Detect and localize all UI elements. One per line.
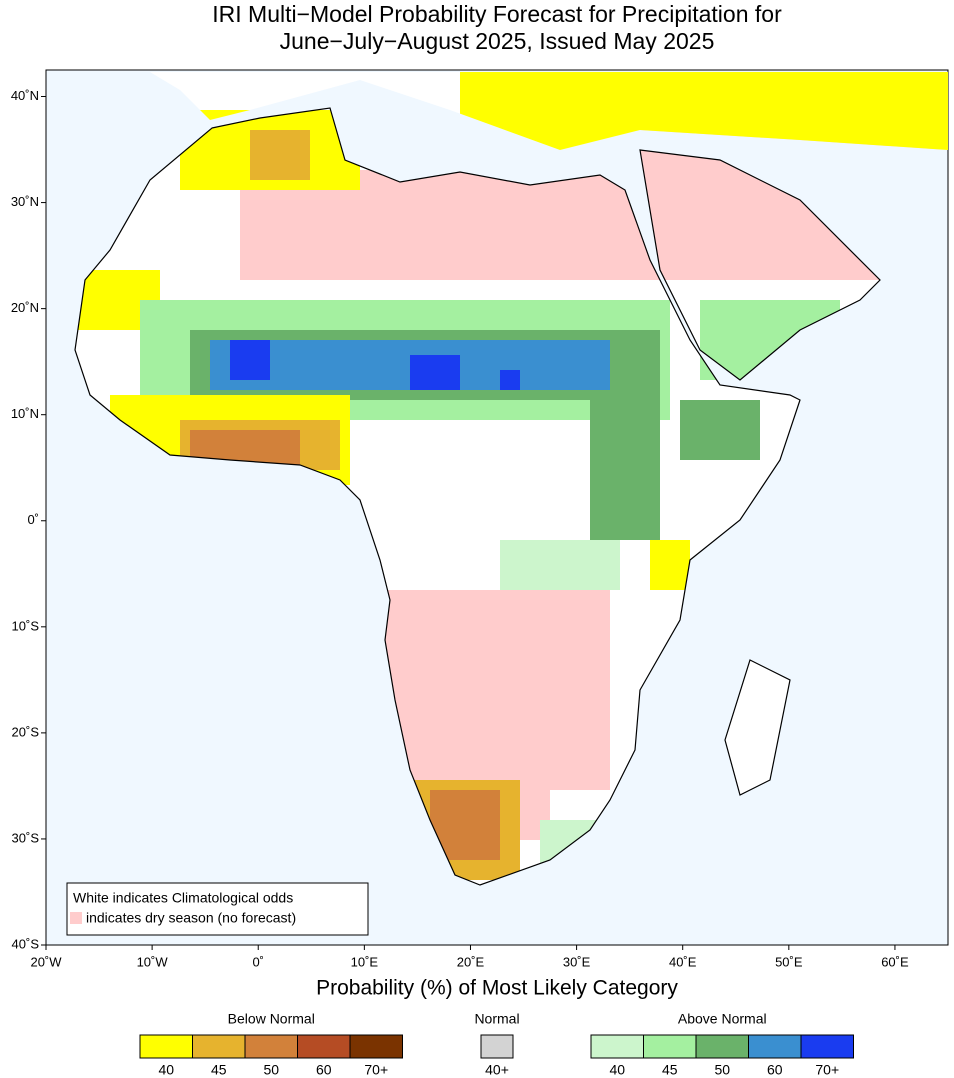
legend-label: 70+ bbox=[364, 1062, 388, 1078]
legend-swatch bbox=[192, 1034, 246, 1059]
note-swatch bbox=[70, 912, 82, 924]
y-tick-label: 0˚ bbox=[27, 512, 39, 527]
legend-swatch bbox=[800, 1034, 854, 1059]
legend-label: 50 bbox=[714, 1062, 730, 1078]
x-tick-label: 20˚E bbox=[457, 954, 485, 969]
y-tick-label: 10˚S bbox=[12, 618, 40, 633]
legend-label: 45 bbox=[211, 1062, 227, 1078]
legend-label: 50 bbox=[263, 1062, 279, 1078]
coastline bbox=[74, 107, 881, 886]
note-text: White indicates Climatological odds bbox=[73, 890, 293, 906]
y-tick-label: 20˚N bbox=[11, 300, 39, 315]
legend-swatch bbox=[643, 1034, 697, 1059]
legend-label: 60 bbox=[767, 1062, 783, 1078]
x-tick-label: 40˚E bbox=[669, 954, 697, 969]
legend-label: 60 bbox=[316, 1062, 332, 1078]
legend-swatch bbox=[590, 1034, 644, 1059]
x-tick-label: 20˚W bbox=[30, 954, 62, 969]
note-box bbox=[66, 882, 369, 936]
title: IRI Multi−Model Probability Forecast for… bbox=[212, 1, 782, 27]
note-text: indicates dry season (no forecast) bbox=[86, 910, 296, 926]
y-tick-label: 40˚S bbox=[12, 936, 40, 951]
legend-swatch bbox=[748, 1034, 802, 1059]
y-tick-label: 10˚N bbox=[11, 406, 39, 421]
legend-swatch bbox=[139, 1034, 193, 1059]
legend-group-title: Above Normal bbox=[678, 1011, 767, 1027]
legend-label: 70+ bbox=[815, 1062, 839, 1078]
legend-label: 40+ bbox=[485, 1062, 509, 1078]
legend-group-title: Below Normal bbox=[228, 1011, 315, 1027]
x-tick-label: 10˚W bbox=[137, 954, 169, 969]
title: June−July−August 2025, Issued May 2025 bbox=[280, 28, 715, 54]
legend-label: 45 bbox=[662, 1062, 678, 1078]
legend-group-title: Normal bbox=[474, 1011, 519, 1027]
legend-label: 40 bbox=[158, 1062, 174, 1078]
x-tick-label: 60˚E bbox=[881, 954, 909, 969]
legend-label: 40 bbox=[609, 1062, 625, 1078]
x-tick-label: 30˚E bbox=[563, 954, 591, 969]
y-tick-label: 30˚N bbox=[11, 194, 39, 209]
x-tick-label: 50˚E bbox=[775, 954, 803, 969]
y-tick-label: 30˚S bbox=[12, 830, 40, 845]
legend-swatch bbox=[297, 1034, 351, 1059]
legend-swatch bbox=[244, 1034, 298, 1059]
legend-swatch bbox=[695, 1034, 749, 1059]
x-label: Probability (%) of Most Likely Category bbox=[316, 977, 678, 1000]
legend-swatch bbox=[480, 1034, 514, 1059]
y-tick-label: 20˚S bbox=[12, 724, 40, 739]
y-tick-label: 40˚N bbox=[11, 88, 39, 103]
x-tick-label: 0˚ bbox=[252, 954, 264, 969]
legend-swatch bbox=[349, 1034, 403, 1059]
x-tick-label: 10˚E bbox=[351, 954, 379, 969]
